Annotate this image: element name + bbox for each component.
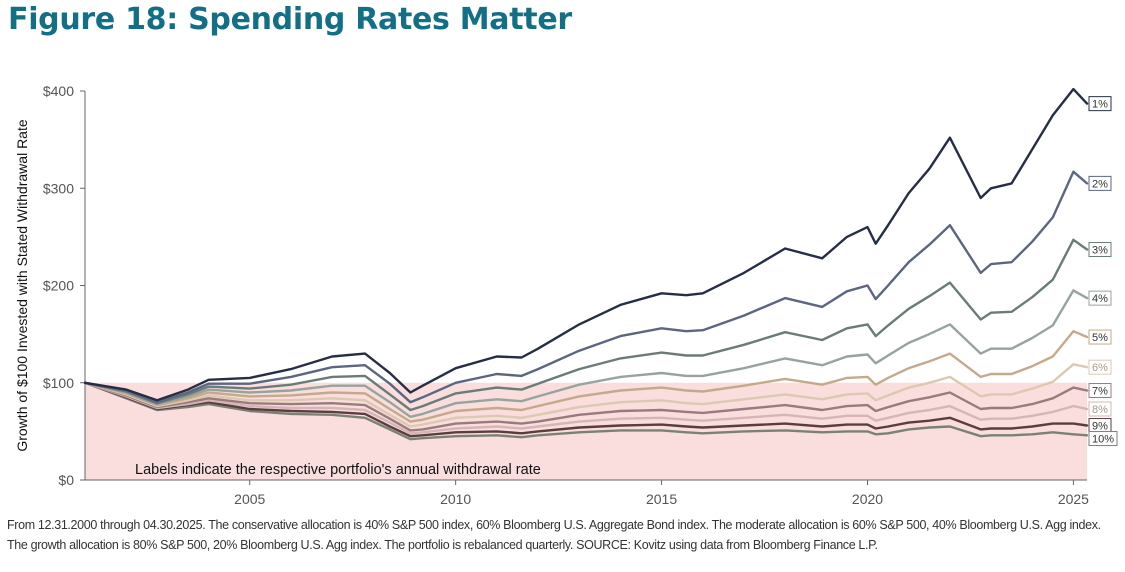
end-label-box (1088, 290, 1112, 306)
x-tick-label: 2005 (234, 491, 265, 507)
y-tick-label: $200 (43, 278, 74, 294)
y-tick-label: $0 (58, 472, 74, 488)
end-label-7pct: 7% (1092, 386, 1108, 398)
series-line-7pct (83, 381, 1089, 432)
series-line-9pct (83, 381, 1089, 438)
series-line-5pct (83, 330, 1089, 423)
series-line-8pct (83, 381, 1089, 435)
series-line-6pct (83, 363, 1089, 428)
end-label-8pct: 8% (1092, 404, 1108, 416)
end-label-1pct: 1% (1092, 99, 1108, 111)
y-tick-label: $300 (43, 180, 74, 196)
end-label-9pct: 9% (1092, 421, 1108, 433)
y-axis-label: Growth of $100 Invested with Stated With… (14, 119, 30, 451)
end-label-box (1088, 431, 1118, 447)
end-label-box (1088, 401, 1112, 417)
y-tick-label: $400 (43, 83, 74, 99)
end-label-5pct: 5% (1092, 332, 1108, 344)
end-label-10pct: 10% (1092, 434, 1114, 446)
line-chart: $0 $100 $200 $300 $400 2005 2010 2015 2020 2025 Gr… (14, 83, 1118, 507)
series-line-1pct (83, 87, 1089, 402)
x-tick-label: 2020 (852, 491, 883, 507)
x-tick-label: 2025 (1058, 491, 1089, 507)
end-label-box (1088, 175, 1112, 191)
end-label-3pct: 3% (1092, 245, 1108, 257)
end-label-box (1088, 96, 1112, 112)
end-label-2pct: 2% (1092, 178, 1108, 190)
chart-annotation: Labels indicate the respective portfolio… (135, 462, 541, 478)
end-label-box (1088, 329, 1112, 345)
end-label-4pct: 4% (1092, 293, 1108, 305)
end-label-box (1088, 383, 1112, 399)
series-line-2pct (83, 170, 1089, 404)
y-tick-label: $100 (43, 375, 74, 391)
end-label-box (1088, 359, 1112, 375)
end-label-6pct: 6% (1092, 362, 1108, 374)
figure-footnote: From 12.31.2000 through 04.30.2025. The … (7, 518, 1101, 552)
end-label-box (1088, 242, 1112, 258)
x-tick-label: 2015 (646, 491, 677, 507)
series-line-4pct (83, 289, 1089, 418)
x-tick-label: 2010 (440, 491, 471, 507)
figure-title: Figure 18: Spending Rates Matter (8, 2, 572, 37)
series-line-10pct (83, 381, 1089, 441)
series-line-3pct (83, 238, 1089, 412)
